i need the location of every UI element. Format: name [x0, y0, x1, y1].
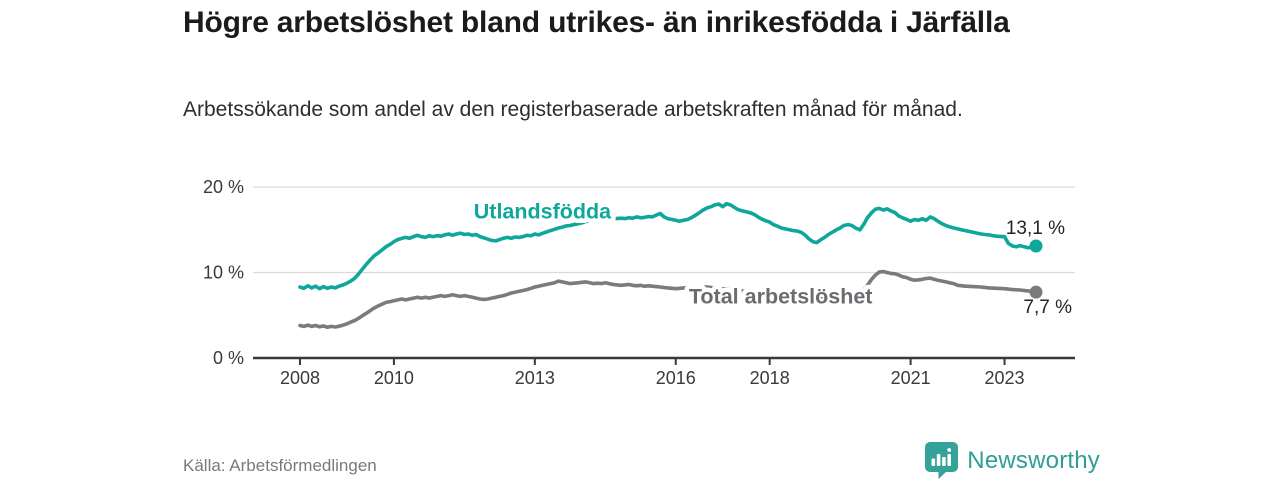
series-end-dot: [1029, 239, 1043, 253]
y-tick-label: 20 %: [203, 177, 244, 197]
newsworthy-logo[interactable]: Newsworthy: [925, 442, 1100, 479]
series-end-value-label: 13,1 %: [1006, 218, 1065, 239]
series-end-value-label: 7,7 %: [1023, 297, 1072, 318]
page-subtitle: Arbetssökande som andel av den registerb…: [183, 98, 963, 121]
newsworthy-wordmark: Newsworthy: [967, 446, 1100, 474]
x-tick-label: 2008: [280, 368, 320, 388]
x-tick-label: 2021: [891, 368, 931, 388]
y-tick-label: 0 %: [213, 348, 244, 368]
y-tick-label: 10 %: [203, 263, 244, 283]
series-end-dot: [1029, 285, 1043, 299]
x-tick-label: 2010: [374, 368, 414, 388]
x-tick-label: 2013: [515, 368, 555, 388]
newsworthy-bubble-barchart-icon: [925, 442, 959, 479]
series-inline-label: Total arbetslöshet: [689, 284, 873, 308]
x-tick-label: 2016: [656, 368, 696, 388]
series-inline-label: Utlandsfödda: [474, 200, 612, 224]
x-tick-label: 2018: [750, 368, 790, 388]
series-line-utlandsfodda: [298, 201, 1038, 291]
x-tick-label: 2023: [985, 368, 1025, 388]
source-note: Källa: Arbetsförmedlingen: [183, 456, 377, 475]
series-line-total: [298, 269, 1038, 330]
page-title: Högre arbetslöshet bland utrikes- än inr…: [183, 6, 1010, 39]
